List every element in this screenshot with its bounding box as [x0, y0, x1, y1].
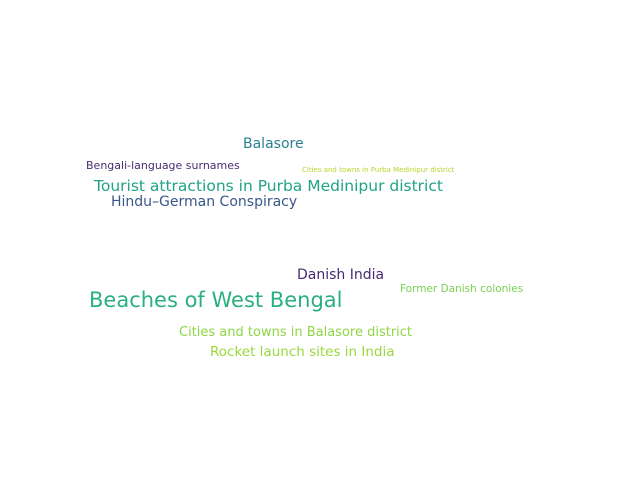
word-former-danish-colonies: Former Danish colonies	[400, 283, 524, 295]
word-tourist-attractions-in-purba-medinipur-district: Tourist attractions in Purba Medinipur d…	[94, 177, 443, 195]
word-rocket-launch-sites-in-india: Rocket launch sites in India	[210, 344, 395, 360]
word-cities-and-towns-in-purba-medinipur-district: Cities and towns in Purba Medinipur dist…	[302, 166, 455, 174]
word-cities-and-towns-in-balasore-district: Cities and towns in Balasore district	[179, 325, 413, 340]
word-bengali-language-surnames: Bengali-language surnames	[86, 159, 240, 172]
word-danish-india: Danish India	[297, 267, 385, 283]
word-hindu-german-conspiracy: Hindu–German Conspiracy	[111, 194, 298, 210]
word-balasore: Balasore	[243, 136, 304, 152]
word-beaches-of-west-bengal: Beaches of West Bengal	[89, 288, 343, 312]
